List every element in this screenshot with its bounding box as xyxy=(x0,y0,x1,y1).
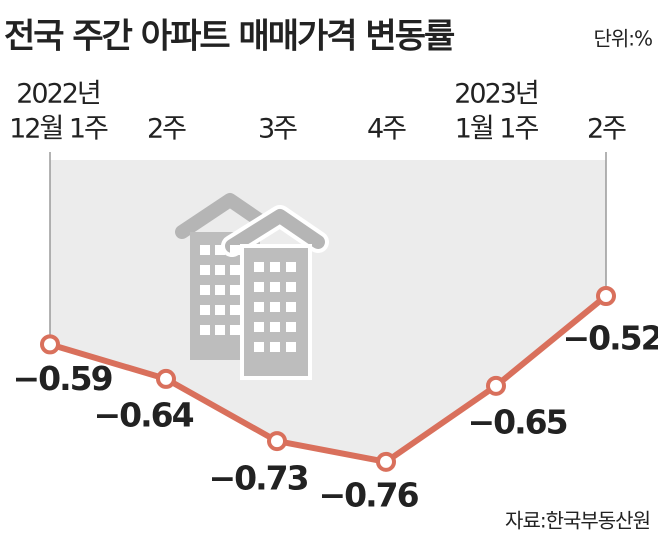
value-label: −0.52 xyxy=(562,319,658,358)
value-label: −0.76 xyxy=(318,475,418,514)
value-label: −0.65 xyxy=(467,402,566,441)
x-tick-label: 3주 xyxy=(258,114,297,145)
data-point xyxy=(40,334,60,355)
unit-label: 단위:% xyxy=(593,27,652,51)
data-point xyxy=(596,286,616,306)
value-label: −0.64 xyxy=(93,395,193,434)
building-icon xyxy=(175,193,329,380)
x-tick-label: 4주 xyxy=(367,114,406,145)
x-tick-label: 2022년 xyxy=(16,79,100,110)
data-point xyxy=(156,368,176,389)
data-point xyxy=(486,375,506,396)
value-label: −0.59 xyxy=(12,359,111,398)
data-point xyxy=(267,431,287,452)
data-point xyxy=(376,451,396,472)
x-tick-label: 2023년 xyxy=(454,79,538,110)
chart-title: 전국 주간 아파트 매매가격 변동률 xyxy=(4,17,455,57)
data-line xyxy=(49,293,608,465)
x-tick-label: 12월 1주 xyxy=(9,114,108,145)
x-tick-label: 2주 xyxy=(147,114,186,145)
value-label: −0.73 xyxy=(208,459,307,498)
x-tick-label: 1월 1주 xyxy=(455,114,539,145)
x-tick-label: 2주 xyxy=(587,114,626,145)
source-note: 자료:한국부동산원 xyxy=(505,509,650,533)
